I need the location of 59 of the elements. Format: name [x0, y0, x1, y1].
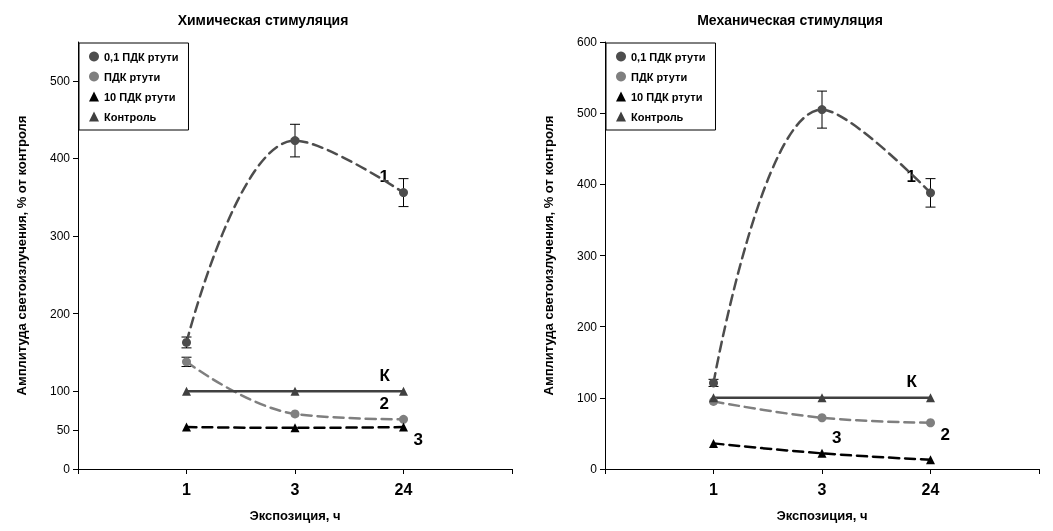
chart-title: Химическая стимуляция [177, 12, 349, 28]
point [926, 393, 935, 403]
point [817, 448, 827, 458]
point [399, 188, 408, 198]
y-tick-label: 200 [576, 319, 598, 334]
y-tick-label: 50 [56, 423, 71, 438]
legend-label: 10 ПДК ртути [104, 90, 176, 103]
x-tick-label: 24 [921, 480, 940, 498]
point [817, 105, 827, 115]
legend-label: 0,1 ПДК ртути [631, 50, 706, 63]
point [290, 136, 300, 146]
legend-label: 10 ПДК ртути [631, 90, 703, 103]
y-tick-label: 0 [63, 462, 71, 476]
point [817, 393, 827, 403]
annotation: 2 [379, 393, 389, 413]
point [926, 188, 935, 198]
y-tick-label: 400 [576, 177, 598, 192]
legend-label: ПДК ртути [104, 70, 161, 83]
point [709, 438, 718, 448]
annotation: 2 [940, 425, 950, 445]
y-tick-label: 500 [49, 73, 71, 88]
chart-title: Механическая стимуляция [697, 12, 883, 28]
y-tick-label: 300 [576, 248, 598, 263]
y-tick-label: 400 [49, 151, 71, 166]
annotation: 3 [413, 429, 423, 449]
x-axis-title: Экспозиция, ч [776, 508, 868, 523]
x-axis-title: Экспозиция, ч [249, 508, 341, 523]
point [182, 386, 191, 396]
point [290, 423, 300, 433]
y-tick-label: 500 [576, 106, 598, 121]
legend-label: ПДК ртути [631, 70, 688, 83]
point [926, 455, 935, 465]
y-axis-title: Амплитуда светоизлучения, % от контроля [541, 115, 556, 396]
point [926, 418, 935, 428]
y-tick-label: 300 [49, 229, 71, 244]
point [817, 413, 827, 423]
point [182, 422, 191, 432]
point [399, 386, 408, 396]
annotation: К [379, 365, 391, 385]
y-tick-label: 0 [590, 462, 598, 476]
annotation: 3 [832, 427, 842, 447]
x-tick-label: 1 [709, 480, 719, 498]
x-tick-label: 3 [290, 480, 300, 498]
y-tick-label: 200 [49, 306, 71, 321]
legend-label: 0,1 ПДК ртути [104, 50, 179, 63]
y-tick-label: 100 [576, 390, 598, 405]
y-tick-label: 600 [576, 35, 598, 49]
point [290, 386, 300, 396]
y-axis-title: Амплитуда светоизлучения, % от контроля [14, 115, 29, 396]
legend-label: Контроль [631, 110, 684, 123]
point [290, 409, 300, 419]
x-tick-label: 3 [817, 480, 827, 498]
y-tick-label: 100 [49, 384, 71, 399]
x-tick-label: 24 [394, 480, 413, 498]
legend-label: Контроль [104, 110, 157, 123]
point [399, 422, 408, 432]
annotation: К [906, 372, 918, 392]
point [399, 414, 408, 424]
x-tick-label: 1 [182, 480, 192, 498]
